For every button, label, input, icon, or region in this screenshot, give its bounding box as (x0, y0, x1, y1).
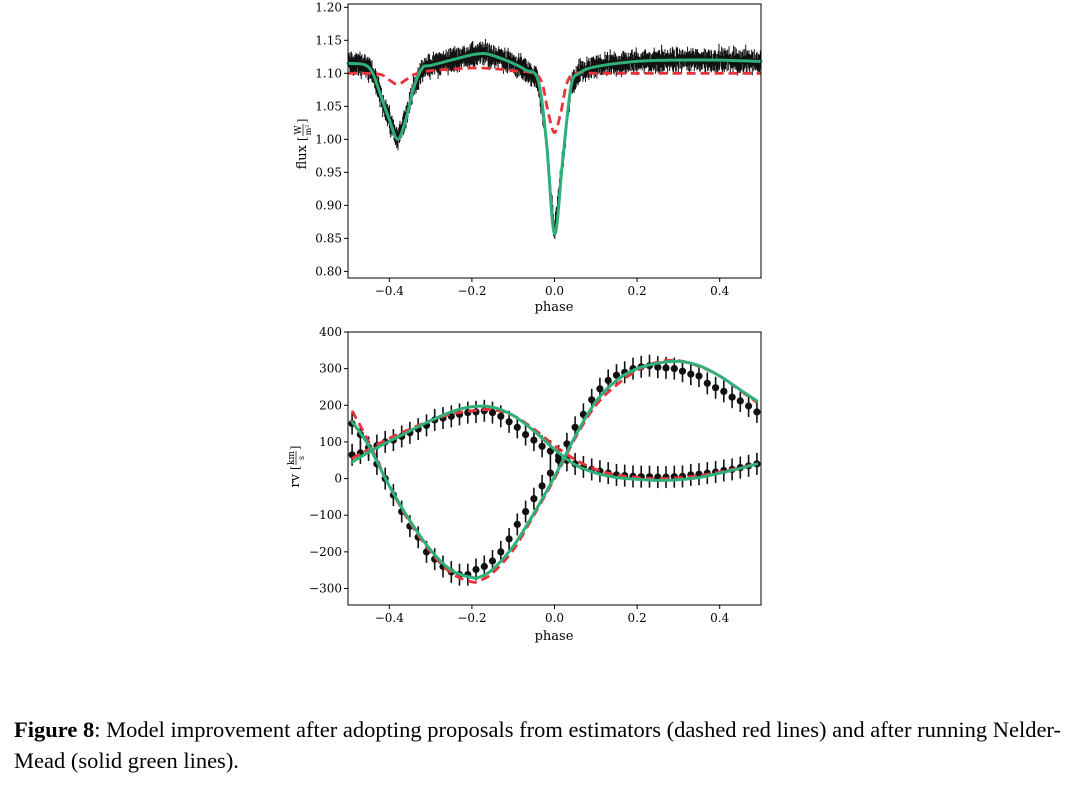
rv-y-tick-label: 200 (319, 398, 342, 412)
rv-y-label-close: ] (289, 446, 302, 450)
rv-observation-point (505, 535, 513, 543)
rv-observation-point (538, 442, 546, 450)
rv-observation-point (447, 412, 455, 420)
rv-y-tick-label: −100 (309, 508, 342, 522)
rv-observation-point (513, 520, 521, 529)
rv-y-tick-label: −300 (309, 582, 342, 596)
rv-y-tick-label: 400 (319, 325, 342, 339)
rv-observation-point (670, 365, 678, 373)
rv-estimator-line (350, 358, 758, 584)
rv-observation-point (588, 396, 596, 404)
flux-y-label-unit-den: m² (304, 125, 313, 136)
flux-x-axis-label: phase (535, 300, 574, 315)
rv-x-tick-label: −0.4 (375, 611, 405, 625)
flux-y-ticks: 0.80 0.85 0.90 0.95 1.00 1.05 1.10 1.15 1.20 (315, 0, 348, 278)
rv-y-label-name: rv (288, 473, 303, 487)
rv-observations (348, 354, 761, 586)
rv-observation-point (720, 387, 728, 395)
flux-x-tick-label: 0.0 (545, 284, 564, 298)
rv-observation-point (538, 482, 546, 490)
rv-observation-point (522, 508, 530, 516)
rv-y-label-unit-den: s (297, 456, 306, 460)
rv-observation-point (745, 402, 753, 410)
figure-panels: −0.4 −0.2 0.0 0.2 0.4 0.80 0.85 0.90 0.95 1.00 1.… (287, 0, 763, 644)
rv-observation-point (596, 385, 604, 393)
rv-observation-point (687, 370, 695, 378)
flux-y-label-name: flux (295, 144, 310, 169)
rv-observation-point (530, 495, 538, 503)
caption-text: : Model improvement after adopting propo… (14, 717, 1061, 773)
flux-y-tick-label: 1.15 (315, 33, 342, 47)
flux-x-tick-label: −0.4 (375, 284, 405, 298)
rv-observation-point (530, 436, 538, 444)
flux-model-lines (346, 51, 763, 236)
flux-y-label-open: [ (296, 137, 309, 141)
rv-observation-point (703, 379, 711, 387)
rv-observation-point (497, 548, 505, 556)
rv-x-tick-label: 0.2 (628, 611, 647, 625)
flux-y-tick-label: 0.90 (315, 198, 342, 212)
flux-x-tick-label: −0.2 (457, 284, 486, 298)
rv-observation-point (505, 418, 513, 426)
flux-x-tick-label: 0.4 (710, 284, 729, 298)
rv-y-tick-label: 100 (319, 435, 342, 449)
rv-observation-point (480, 562, 488, 571)
rv-observation-point (612, 371, 621, 379)
rv-y-ticks: −300 −200 −100 0 100 200 300 400 (309, 325, 348, 596)
rv-x-tick-label: 0.0 (545, 611, 564, 625)
rv-y-axis-label: rv [ km s ] (287, 446, 306, 488)
rv-observation-point (522, 431, 530, 439)
flux-y-tick-label: 0.85 (315, 231, 342, 245)
rv-observation-point (546, 469, 555, 477)
flux-y-tick-label: 1.20 (315, 0, 342, 14)
rv-observation-point (753, 408, 761, 416)
rv-observation-point (497, 412, 505, 420)
rv-observation-point (662, 364, 670, 372)
flux-y-tick-label: 1.00 (315, 132, 342, 146)
rv-observation-point (678, 367, 687, 375)
rv-observation-point (654, 363, 662, 371)
rv-observation-point (728, 393, 736, 401)
rv-nelder-mead-line (350, 359, 759, 580)
rv-estimator-line (351, 408, 758, 481)
flux-estimator-line (347, 66, 761, 135)
flux-x-ticks: −0.4 −0.2 0.0 0.2 0.4 (375, 278, 730, 298)
flux-y-label-unit-num: W (294, 125, 304, 135)
rv-panel: −0.4 −0.2 0.0 0.2 0.4 −300 −200 −100 0 100 200 300… (287, 325, 762, 644)
flux-y-tick-label: 1.10 (315, 66, 342, 80)
rv-observation-point (736, 397, 744, 405)
rv-x-tick-label: −0.2 (457, 611, 486, 625)
rv-y-tick-label: 0 (334, 472, 342, 486)
rv-observation-point (472, 565, 480, 574)
caption-label: Figure 8 (14, 717, 95, 742)
figure-caption: Figure 8: Model improvement after adopti… (14, 714, 1079, 776)
flux-y-axis-label: flux [ W m² ] (294, 119, 313, 170)
rv-y-label-open: [ (289, 466, 302, 470)
rv-nelder-mead-line (350, 404, 759, 482)
rv-x-tick-label: 0.4 (710, 611, 729, 625)
rv-observation-point (712, 384, 720, 392)
flux-panel: −0.4 −0.2 0.0 0.2 0.4 0.80 0.85 0.90 0.95 1.00 1.… (294, 0, 763, 315)
flux-y-tick-label: 0.95 (315, 165, 342, 179)
flux-y-label-close: ] (296, 119, 309, 123)
flux-observations (347, 39, 762, 239)
rv-observation-point (571, 423, 579, 431)
rv-y-tick-label: 300 (319, 362, 342, 376)
rv-y-label-unit-num: km (287, 451, 297, 465)
rv-model-lines (350, 358, 759, 584)
flux-y-tick-label: 0.80 (315, 264, 342, 278)
rv-x-ticks: −0.4 −0.2 0.0 0.2 0.4 (375, 605, 730, 625)
flux-x-tick-label: 0.2 (628, 284, 647, 298)
rv-observation-point (513, 423, 521, 431)
rv-observation-point (488, 557, 497, 565)
rv-y-tick-label: −200 (309, 545, 342, 559)
rv-observation-point (604, 376, 612, 384)
flux-nelder-mead-line (346, 51, 763, 236)
rv-x-axis-label: phase (535, 629, 574, 644)
flux-y-tick-label: 1.05 (315, 99, 342, 113)
rv-observation-point (695, 372, 703, 380)
